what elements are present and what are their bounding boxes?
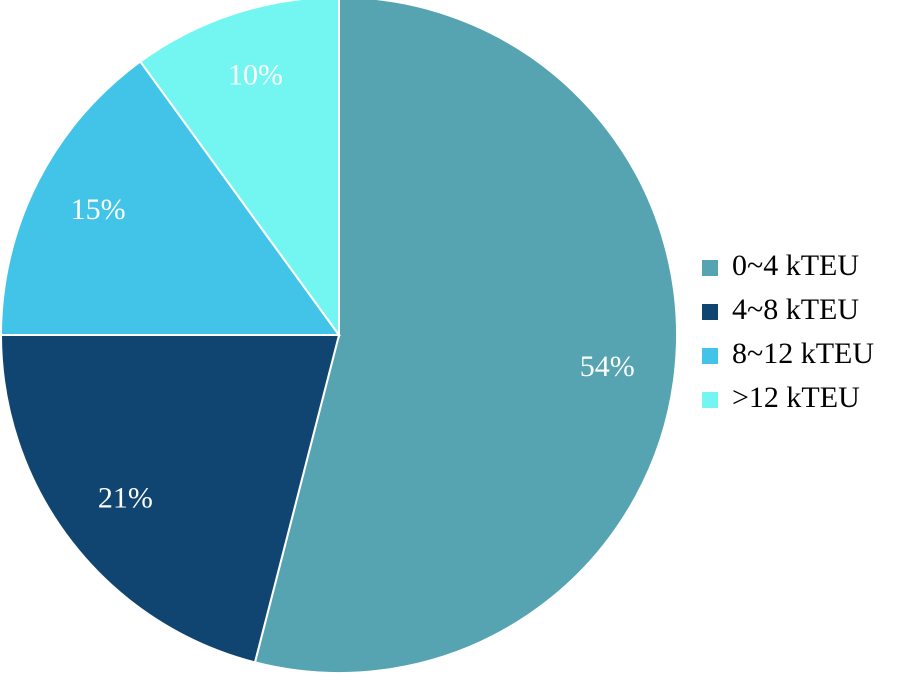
slice-data-label-2: 21% bbox=[98, 482, 153, 515]
slice-data-label-3: 15% bbox=[71, 193, 126, 226]
legend-label-3: 8~12 kTEU bbox=[732, 337, 874, 370]
legend-label-4: >12 kTEU bbox=[732, 381, 860, 414]
slice-data-label-4: 10% bbox=[228, 59, 283, 92]
slice-data-label-1: 54% bbox=[580, 350, 635, 383]
pie-slice-4 bbox=[138, 0, 340, 339]
pie-slice-1 bbox=[253, 0, 678, 674]
legend-swatch-3 bbox=[702, 348, 718, 364]
legend-swatch-2 bbox=[702, 304, 718, 320]
legend-label-1: 0~4 kTEU bbox=[732, 249, 859, 282]
pie-slice-2 bbox=[0, 334, 341, 664]
legend-swatch-4 bbox=[702, 392, 718, 408]
legend-label-2: 4~8 kTEU bbox=[732, 293, 859, 326]
legend-swatch-1 bbox=[702, 260, 718, 276]
pie-slice-3 bbox=[0, 60, 341, 336]
